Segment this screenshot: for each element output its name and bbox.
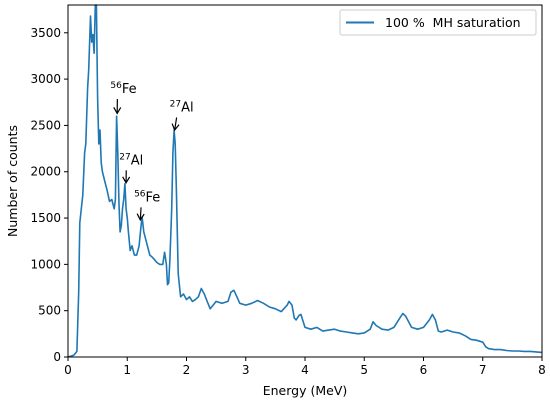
- annotation-arrowhead: [171, 123, 180, 132]
- x-tick-label: 7: [479, 363, 487, 377]
- annotation-isotope-mass: 56: [134, 189, 146, 199]
- y-axis-title: Number of counts: [5, 125, 20, 237]
- peak-annotation: 27Al: [170, 100, 194, 132]
- annotation-element: Fe: [146, 190, 161, 205]
- annotation-label: 27Al: [119, 152, 143, 168]
- series-line: [67, 4, 543, 358]
- x-axis-title: Energy (MeV): [263, 383, 348, 398]
- annotation-element: Fe: [122, 82, 137, 97]
- y-tick-label: 1500: [30, 211, 61, 225]
- x-tick-label: 2: [183, 363, 191, 377]
- annotation-label: 27Al: [170, 100, 194, 116]
- peak-annotation: 27Al: [119, 152, 143, 185]
- legend: 100 % MH saturation: [339, 9, 537, 36]
- y-tick-label: 3500: [30, 26, 61, 40]
- x-tick-label: 0: [64, 363, 72, 377]
- peak-annotation: 56Fe: [110, 81, 137, 115]
- y-tick-label: 2000: [30, 165, 61, 179]
- annotation-isotope-mass: 27: [119, 152, 130, 162]
- legend-label: 100 % MH saturation: [385, 15, 521, 30]
- annotation-arrow: [139, 207, 142, 220]
- x-tick-label: 8: [538, 363, 546, 377]
- y-tick-label: 1000: [30, 257, 61, 271]
- x-tick-label: 4: [301, 363, 309, 377]
- legend-box: [339, 9, 537, 36]
- peak-annotation: 56Fe: [134, 189, 160, 222]
- y-tick-label: 0: [53, 350, 61, 364]
- x-tick-label: 6: [420, 363, 428, 377]
- annotation-arrow: [174, 117, 178, 131]
- x-tick-label: 5: [360, 363, 368, 377]
- annotation-arrowhead: [122, 176, 131, 185]
- series-layer: [67, 4, 543, 358]
- y-tick-label: 2500: [30, 118, 61, 132]
- y-tick-label: 3000: [30, 72, 61, 86]
- annotation-isotope-mass: 56: [110, 81, 122, 91]
- annotation-arrowhead: [136, 213, 145, 222]
- annotation-label: 56Fe: [134, 189, 160, 205]
- annotation-label: 56Fe: [110, 81, 136, 97]
- annotation-element: Al: [131, 153, 144, 168]
- annotation-arrowhead: [113, 107, 122, 115]
- plot-background: [68, 5, 542, 357]
- plot-frame: [67, 4, 543, 358]
- annotation-isotope-mass: 27: [170, 100, 181, 110]
- y-tick-label: 500: [38, 304, 61, 318]
- annotation-element: Al: [181, 101, 194, 116]
- x-tick-label: 3: [242, 363, 250, 377]
- x-tick-label: 1: [123, 363, 131, 377]
